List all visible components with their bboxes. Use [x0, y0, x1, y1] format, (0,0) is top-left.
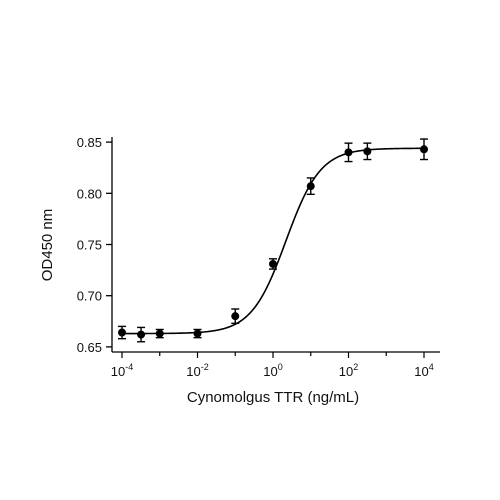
- data-point: [193, 328, 202, 339]
- point-marker: [363, 147, 372, 156]
- point-marker: [231, 312, 240, 321]
- x-tick-label: 104: [414, 362, 433, 379]
- x-tick-label: 100: [263, 362, 282, 379]
- x-tick-label: 10-2: [186, 362, 208, 379]
- x-axis-title: Cynomolgus TTR (ng/mL): [187, 389, 359, 406]
- data-point: [155, 328, 164, 339]
- x-tick-label: 10-4: [111, 362, 133, 379]
- y-tick-label: 0.70: [77, 289, 102, 304]
- y-tick-label: 0.85: [77, 135, 102, 150]
- y-tick-label: 0.80: [77, 186, 102, 201]
- point-marker: [420, 145, 428, 154]
- x-tick-label: 102: [339, 362, 358, 379]
- point-marker: [344, 148, 353, 157]
- data-point: [118, 325, 126, 340]
- y-tick-label: 0.65: [77, 340, 102, 355]
- fit-curve: [122, 147, 425, 335]
- y-tick-label: 0.75: [77, 238, 102, 253]
- point-marker: [306, 182, 315, 191]
- data-point: [363, 142, 372, 161]
- point-marker: [137, 330, 146, 339]
- y-axis-title: OD450 nm: [39, 209, 56, 282]
- data-point: [137, 326, 146, 343]
- point-marker: [269, 259, 277, 268]
- data-point: [420, 138, 428, 161]
- data-points: [118, 138, 428, 343]
- point-marker: [155, 329, 164, 338]
- point-marker: [193, 329, 202, 338]
- y-ticks: 0.65 0.70 0.75 0.80 0.85: [77, 135, 112, 355]
- point-marker: [118, 328, 126, 337]
- data-point: [269, 258, 277, 270]
- axes: [111, 137, 440, 353]
- data-point: [231, 308, 240, 325]
- data-point: [344, 142, 353, 163]
- data-point: [306, 177, 315, 196]
- x-ticks: 10-4 10-2 100 102 104: [111, 352, 434, 379]
